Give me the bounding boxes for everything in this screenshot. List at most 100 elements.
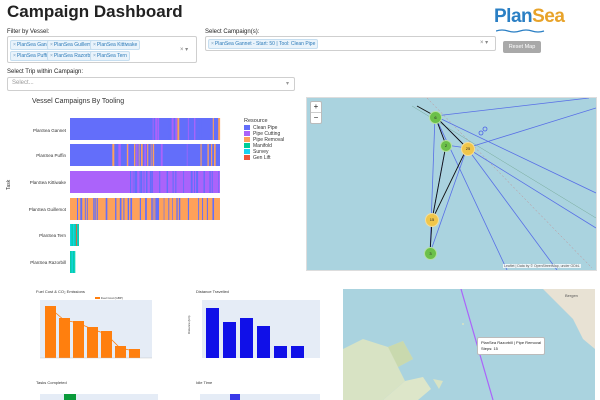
idle-chart-title: Idle Time: [196, 380, 213, 385]
campaign-segment: [200, 144, 202, 166]
select-campaign-dropdown[interactable]: ×PlanSea Gannet - Start: 50 | Tool: Clea…: [205, 36, 496, 51]
campaign-segment: [155, 198, 158, 220]
campaign-segment: [178, 198, 181, 220]
campaign-segment: [80, 198, 83, 220]
legend-item-survey[interactable]: Survey: [244, 149, 284, 155]
vessel-campaign-chart: [70, 118, 221, 273]
campaign-segment: [141, 144, 143, 166]
legend-item-manifold[interactable]: Manifold: [244, 143, 284, 149]
region-map[interactable]: Bergen PlanSea Razorbill | Pipe Removal …: [343, 289, 595, 400]
campaign-segment: [152, 171, 153, 193]
legend-item-pipe-removal[interactable]: Pipe Removal: [244, 137, 284, 143]
campaign-segment: [155, 118, 158, 140]
campaign-segment: [138, 144, 140, 166]
campaign-segment: [132, 171, 134, 193]
resource-legend: Resource Clean Pipe Pipe Cutting Pipe Re…: [244, 118, 284, 161]
campaign-segment: [211, 171, 213, 193]
campaign-bar[interactable]: [70, 198, 220, 220]
campaign-segment: [152, 144, 155, 166]
campaign-segment: [183, 171, 185, 193]
legend-item-gen-lift[interactable]: Gen Lift: [244, 155, 284, 161]
cluster-marker[interactable]: 6: [429, 111, 442, 124]
fuel-cost-chart: [40, 300, 152, 359]
tasks-chart: [40, 394, 158, 400]
cluster-marker[interactable]: 2: [440, 140, 452, 152]
vessel-label: PlanSea Guillemot: [28, 207, 66, 212]
campaign-segment: [145, 198, 147, 220]
idle-chart: [200, 394, 320, 400]
campaign-segment: [127, 144, 129, 166]
campaign-segment: [76, 198, 79, 220]
campaign-segment: [115, 198, 117, 220]
campaign-bar[interactable]: [70, 251, 75, 273]
map-attribution[interactable]: Leaflet | Data by © OpenStreetMap, under…: [503, 264, 581, 268]
vessel-chart-title: Vessel Campaigns By Tooling: [32, 98, 125, 105]
route-map[interactable]: 6 2 25 15 3 Leaflet | Data by © OpenStre…: [306, 97, 597, 271]
campaign-segment: [134, 144, 136, 166]
vessel-chip[interactable]: ×PlanSea Kittiwake: [90, 40, 141, 50]
city-label: Bergen: [565, 293, 578, 298]
campaign-segment: [149, 171, 152, 193]
campaign-segment: [164, 118, 165, 140]
route-tooltip: PlanSea Razorbill | Pipe Removal Steps: …: [477, 337, 545, 355]
page-title: Campaign Dashboard: [7, 2, 183, 21]
campaign-segment: [70, 224, 71, 246]
clear-vessels-icon[interactable]: × ▾: [180, 47, 189, 53]
campaign-segment: [190, 171, 193, 193]
campaign-segment: [172, 198, 173, 220]
cluster-marker[interactable]: 25: [461, 142, 475, 156]
campaign-segment: [206, 198, 208, 220]
campaign-segment: [196, 171, 199, 193]
campaign-segment: [70, 251, 71, 273]
campaign-segment: [77, 224, 79, 246]
campaign-segment: [139, 171, 141, 193]
campaign-segment: [152, 118, 154, 140]
campaign-segment: [175, 118, 177, 140]
campaign-segment: [163, 198, 165, 220]
campaign-segment: [187, 118, 189, 140]
campaign-segment: [146, 171, 148, 193]
select-trip-dropdown[interactable]: Select... ▾: [7, 77, 295, 91]
vessel-label: PlanSea Tern: [39, 233, 66, 238]
campaign-segment: [176, 198, 178, 220]
zoom-in-button[interactable]: +: [311, 102, 321, 113]
vessel-chip[interactable]: ×PlanSea Tern: [90, 51, 130, 61]
campaign-segment: [194, 171, 196, 193]
campaign-segment: [118, 144, 121, 166]
campaign-segment: [214, 144, 216, 166]
campaign-segment: [143, 171, 145, 193]
legend-item-clean-pipe[interactable]: Clean Pipe: [244, 125, 284, 131]
legend-item-pipe-cutting[interactable]: Pipe Cutting: [244, 131, 284, 137]
campaign-segment: [157, 198, 160, 220]
campaign-segment: [169, 118, 172, 140]
campaign-bar[interactable]: [70, 171, 220, 193]
campaign-segment: [160, 144, 163, 166]
campaign-segment: [71, 224, 73, 246]
filter-vessel-select[interactable]: ×PlanSea Gannet ×PlanSea Guillemot ×Plan…: [7, 36, 197, 63]
campaign-segment: [140, 171, 143, 193]
campaign-segment: [76, 224, 77, 246]
campaign-segment: [218, 171, 219, 193]
cluster-marker[interactable]: 15: [425, 213, 439, 227]
campaign-segment: [198, 198, 200, 220]
distance-chart-title: Distance Travelled: [196, 289, 229, 294]
plansea-logo: PlanSea: [494, 6, 565, 33]
cluster-marker[interactable]: 3: [424, 247, 437, 260]
select-trip-placeholder: Select...: [12, 80, 34, 86]
legend-title: Resource: [244, 118, 268, 124]
campaign-segment: [112, 144, 115, 166]
zoom-out-button[interactable]: −: [313, 113, 319, 122]
clear-campaign-icon[interactable]: × ▾: [480, 40, 489, 46]
campaign-segment: [73, 251, 74, 273]
campaign-segment: [134, 171, 136, 193]
reset-map-button[interactable]: Reset Map: [503, 41, 541, 53]
campaign-segment: [218, 118, 221, 140]
campaign-chip[interactable]: ×PlanSea Gannet - Start: 50 | Tool: Clea…: [208, 39, 319, 49]
campaign-segment: [189, 118, 191, 140]
campaign-segment: [150, 144, 152, 166]
region-map-land: [343, 289, 595, 400]
tasks-bar: [64, 394, 76, 400]
campaign-bar[interactable]: [70, 118, 220, 140]
campaign-segment: [194, 118, 196, 140]
campaign-segment: [86, 198, 88, 220]
